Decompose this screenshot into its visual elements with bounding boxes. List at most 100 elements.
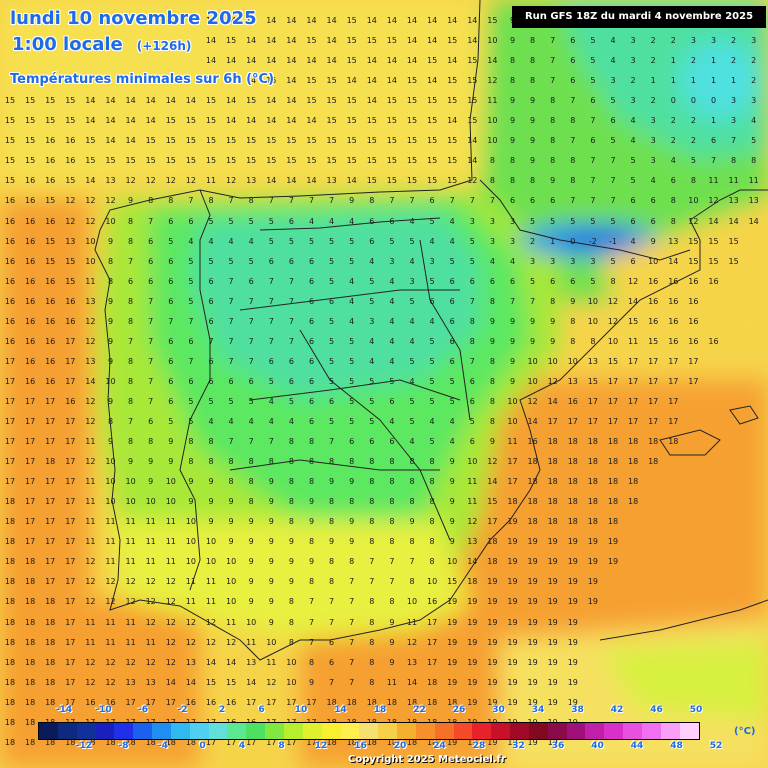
grid-value: 15 [306, 156, 317, 166]
grid-value: 6 [429, 196, 435, 206]
grid-value: 10 [487, 36, 498, 46]
grid-value: 7 [248, 296, 254, 306]
grid-value: 10 [226, 597, 237, 607]
grid-value: 12 [487, 76, 498, 86]
grid-value: 8 [369, 457, 375, 467]
grid-value: 16 [45, 316, 56, 326]
grid-value: 14 [346, 176, 357, 186]
grid-value: 5 [329, 316, 335, 326]
legend-swatch [679, 723, 699, 739]
grid-value: 7 [329, 196, 335, 206]
grid-value: 5 [429, 276, 435, 286]
grid-value: 15 [406, 156, 418, 166]
grid-value: 16 [4, 236, 16, 246]
grid-value: 16 [25, 216, 36, 226]
grid-value: 12 [85, 417, 96, 426]
grid-value: 5 [409, 296, 415, 306]
grid-value: 4 [369, 336, 375, 346]
grid-value: 19 [547, 577, 558, 587]
grid-value: 4 [449, 236, 455, 246]
grid-value: 17 [607, 376, 619, 386]
grid-value: 19 [567, 537, 578, 547]
grid-value: 9 [509, 136, 516, 146]
grid-value: 19 [607, 557, 619, 567]
grid-value: 18 [547, 477, 558, 487]
grid-value: 16 [65, 296, 76, 306]
grid-value: 15 [708, 256, 719, 266]
grid-value: 8 [288, 597, 294, 607]
grid-value: 15 [4, 156, 16, 166]
grid-value: 5 [188, 296, 194, 306]
grid-value: 15 [85, 136, 96, 146]
grid-value: 17 [668, 396, 679, 406]
grid-value: 5 [208, 216, 214, 226]
grid-value: 9 [509, 96, 516, 106]
grid-value: 15 [205, 116, 217, 126]
grid-value: 15 [728, 256, 739, 266]
grid-value: 13 [406, 657, 418, 667]
grid-value: 9 [248, 577, 254, 587]
grid-value: 7 [570, 96, 576, 106]
grid-value: 6 [389, 216, 395, 226]
grid-value: 7 [590, 196, 596, 206]
grid-value: 16 [688, 316, 699, 326]
legend-top-label: 6 [258, 705, 265, 715]
grid-value: 15 [688, 236, 699, 246]
grid-value: 15 [165, 116, 176, 126]
grid-value: 9 [208, 497, 214, 507]
grid-value: 19 [527, 577, 538, 587]
grid-value: 6 [610, 116, 616, 126]
grid-value: 17 [4, 356, 16, 366]
legend-top-label: 46 [650, 705, 663, 715]
grid-value: 6 [509, 276, 516, 286]
grid-value: 5 [449, 256, 455, 266]
grid-value: 3 [389, 256, 395, 266]
grid-value: 8 [369, 597, 375, 607]
grid-value: 17 [628, 376, 639, 386]
grid-value: 14 [406, 56, 418, 66]
grid-value: 7 [288, 196, 294, 206]
grid-value: -1 [609, 236, 617, 246]
grid-value: 16 [708, 276, 719, 286]
grid-value: 6 [630, 216, 636, 226]
grid-value: 10 [688, 196, 699, 206]
grid-value: 17 [4, 396, 16, 406]
grid-value: 18 [567, 437, 578, 447]
grid-value: 7 [590, 116, 596, 126]
grid-value: 6 [550, 196, 556, 206]
grid-value: 10 [226, 557, 237, 567]
grid-value: 14 [246, 76, 257, 86]
grid-value: 9 [489, 336, 495, 346]
grid-value: 7 [228, 296, 234, 306]
grid-value: 18 [547, 457, 558, 467]
grid-value: 18 [567, 477, 578, 487]
grid-value: 17 [65, 617, 76, 627]
grid-value: 14 [105, 96, 116, 106]
grid-value: 15 [246, 96, 257, 106]
grid-value: 19 [567, 557, 578, 567]
grid-value: 12 [105, 657, 116, 667]
grid-value: 19 [587, 597, 598, 607]
grid-value: 5 [228, 396, 234, 406]
grid-value: 12 [185, 176, 196, 186]
grid-value: 15 [266, 136, 277, 146]
grid-value: 14 [286, 116, 297, 126]
grid-value: 14 [105, 116, 116, 126]
grid-value: 7 [268, 296, 274, 306]
grid-value: 8 [148, 437, 154, 447]
grid-value: 15 [185, 116, 196, 126]
grid-value: 3 [530, 256, 536, 266]
grid-value: 4 [369, 256, 375, 266]
grid-value: 8 [429, 537, 435, 547]
grid-value: 16 [25, 256, 36, 266]
grid-value: 5 [349, 396, 355, 406]
grid-value: 3 [630, 36, 636, 46]
grid-value: 7 [228, 316, 234, 326]
legend-swatch [114, 723, 134, 739]
grid-value: 15 [25, 116, 36, 126]
grid-value: 3 [369, 316, 375, 326]
map-subtitle: Températures minimales sur 6h (°C) [10, 72, 275, 87]
grid-value: 8 [308, 577, 315, 587]
grid-value: 12 [85, 396, 96, 406]
grid-value: 19 [527, 617, 538, 627]
